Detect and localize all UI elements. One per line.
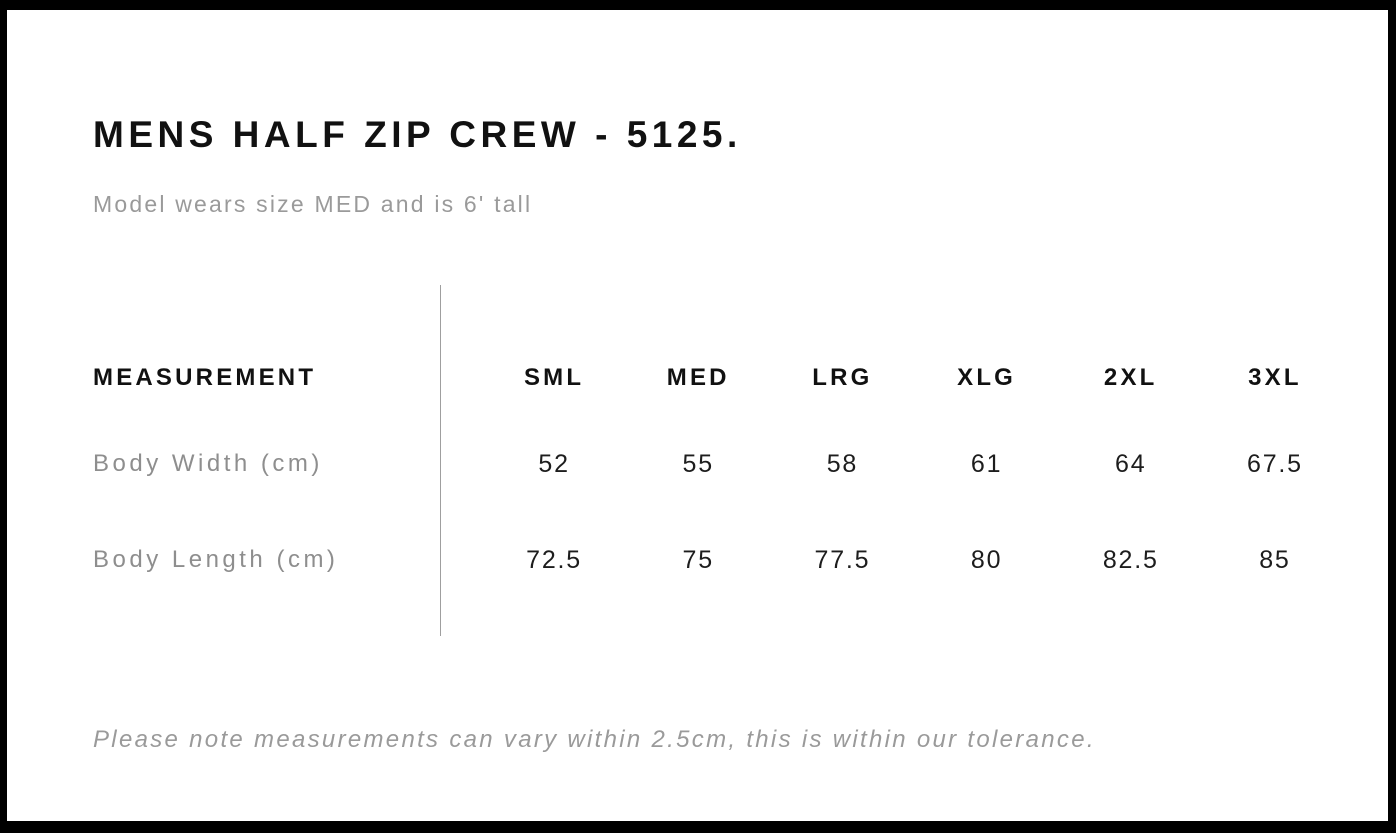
vertical-divider (440, 285, 441, 636)
measurement-value: 75 (682, 545, 714, 574)
size-column-header: SML (523, 364, 585, 391)
row-label: Body Width (cm) (93, 450, 323, 477)
measurement-value: 80 (970, 545, 1003, 574)
model-size-note: Model wears size MED and is 6' tall (93, 191, 533, 217)
measurement-value: 55 (682, 449, 714, 478)
measurement-column-header: MEASUREMENT (93, 364, 317, 391)
size-column-header: MED (666, 364, 730, 391)
measurement-value: 72.5 (526, 545, 582, 574)
measurement-value: 82.5 (1102, 545, 1159, 574)
size-column-header: XLG (957, 364, 1017, 391)
size-table: MEASUREMENT SML MED LRG XLG 2XL 3XL Body Width … (93, 340, 1347, 608)
measurement-value: 77.5 (814, 545, 871, 574)
size-column-header: 2XL (1103, 364, 1158, 391)
size-column-header: 3XL (1248, 364, 1302, 391)
page-title: MENS HALF ZIP CREW - 5125. (93, 114, 742, 155)
measurement-value: 64 (1115, 449, 1147, 478)
size-column-header: LRG (812, 364, 873, 391)
measurement-value: 58 (826, 449, 859, 478)
measurement-value: 85 (1259, 545, 1291, 574)
measurement-value: 67.5 (1246, 449, 1303, 478)
tolerance-note: Please note measurements can vary within… (93, 726, 1096, 753)
row-label: Body Length (cm) (93, 546, 339, 573)
measurement-value: 61 (970, 449, 1003, 478)
measurement-value: 52 (538, 449, 570, 478)
